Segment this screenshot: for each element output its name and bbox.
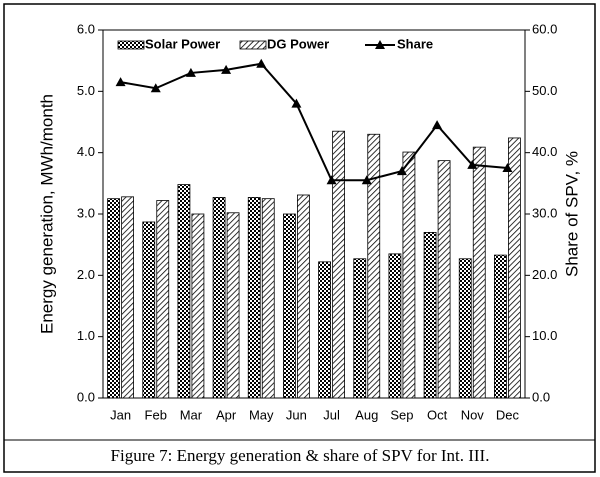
share-marker	[502, 163, 513, 172]
share-marker	[326, 175, 337, 185]
frame	[3, 3, 596, 473]
legend-label: Share	[397, 36, 433, 51]
y-tick-label: 3.0	[77, 205, 95, 220]
y-tick-label: 0.0	[77, 389, 95, 404]
x-tick-label: May	[249, 407, 274, 422]
x-tick-label: Oct	[427, 407, 448, 422]
y2-tick-label: 60.0	[532, 21, 557, 36]
y2-tick-label: 20.0	[532, 267, 557, 282]
y2-tick-label: 50.0	[532, 83, 557, 98]
share-marker	[150, 83, 161, 93]
bar	[402, 151, 416, 399]
bar	[283, 213, 296, 399]
share-marker	[185, 67, 196, 77]
share-marker	[467, 159, 478, 169]
caption: Figure 7: Energy generation & share of S…	[111, 446, 490, 465]
bar	[318, 261, 331, 399]
share-marker	[396, 166, 407, 176]
share-marker	[432, 120, 443, 130]
x-tick-label: Jul	[323, 407, 340, 422]
share-marker	[256, 58, 267, 68]
x-tick-label: Jun	[286, 407, 307, 422]
y-tick-label: 6.0	[77, 21, 95, 36]
legend-label: Solar Power	[145, 36, 220, 51]
bar	[353, 258, 367, 399]
bar	[472, 146, 486, 399]
legend-swatch	[239, 40, 267, 50]
share-marker	[291, 98, 302, 108]
x-tick-label: Dec	[496, 407, 520, 422]
bar	[458, 258, 472, 399]
bar	[226, 212, 240, 399]
bar	[423, 231, 437, 399]
legend-swatch	[117, 40, 145, 50]
y2-axis-title: Share of SPV, %	[562, 151, 581, 277]
bar	[388, 253, 402, 399]
bar	[212, 197, 226, 399]
bar	[177, 184, 191, 399]
y2-tick-label: 0.0	[532, 389, 550, 404]
x-tick-label: Nov	[461, 407, 485, 422]
bar	[367, 133, 381, 399]
x-tick-label: Sep	[390, 407, 413, 422]
bar	[508, 137, 521, 399]
y-axis-title: Energy generation, MWh/month	[37, 94, 56, 334]
x-tick-label: Apr	[216, 407, 237, 422]
x-tick-label: Aug	[355, 407, 378, 422]
bar	[191, 213, 205, 399]
share-marker	[361, 175, 372, 185]
bar	[142, 221, 156, 399]
y-tick-label: 1.0	[77, 328, 95, 343]
y2-tick-label: 40.0	[532, 144, 557, 159]
share-marker	[221, 64, 232, 74]
y-tick-label: 4.0	[77, 144, 95, 159]
bar	[121, 196, 134, 399]
legend-marker	[375, 40, 385, 49]
bar	[107, 198, 120, 399]
y2-tick-label: 10.0	[532, 328, 557, 343]
legend-label: DG Power	[267, 36, 329, 51]
bar	[247, 197, 261, 399]
y-tick-label: 2.0	[77, 267, 95, 282]
y2-tick-label: 30.0	[532, 205, 557, 220]
x-tick-label: Feb	[145, 407, 167, 422]
bar	[494, 254, 507, 399]
bar	[261, 198, 275, 399]
share-line	[120, 62, 508, 182]
bar	[437, 160, 451, 399]
y-tick-label: 5.0	[77, 83, 95, 98]
bar	[332, 130, 345, 399]
x-tick-label: Jan	[110, 407, 131, 422]
bar	[297, 194, 310, 399]
share-marker	[115, 77, 126, 87]
bar	[156, 200, 170, 399]
x-tick-label: Mar	[180, 407, 203, 422]
